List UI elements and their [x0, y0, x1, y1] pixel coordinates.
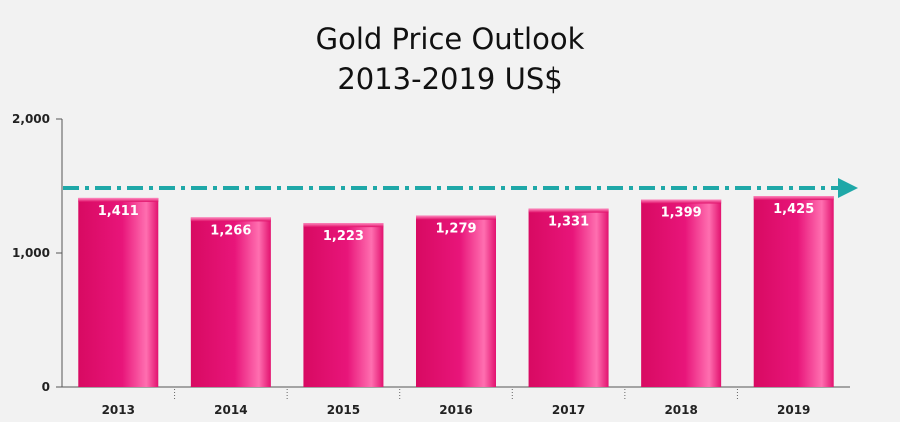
x-axis: 2013 2014 2015 2016 2017 2018 2019: [62, 386, 850, 417]
bar-cap-2017: [528, 208, 609, 213]
bar-2017: [528, 208, 609, 387]
x-tick-label-2017: 2017: [552, 403, 585, 417]
chart-title-line-1: Gold Price Outlook: [316, 22, 585, 56]
trend-line-group: [63, 178, 858, 199]
bar-2015: [303, 223, 384, 387]
x-tick-label-2014: 2014: [214, 403, 247, 417]
bar-2013: [78, 197, 159, 387]
bar-cap-2018: [641, 199, 722, 204]
bar-cap-2015: [303, 223, 384, 228]
x-tick-label-2018: 2018: [664, 403, 697, 417]
bar-cap-2013: [78, 197, 159, 202]
chart-title-line-2: 2013-2019 US$: [337, 62, 562, 96]
data-label-2015: 1,223: [323, 229, 364, 244]
bar-cap-2016: [416, 215, 496, 220]
bar-2014: [190, 217, 271, 387]
trend-arrow-icon: [838, 178, 858, 199]
x-tick-label-2019: 2019: [777, 403, 810, 417]
data-label-2014: 1,266: [210, 223, 251, 238]
data-label-2016: 1,279: [435, 222, 476, 237]
data-label-2017: 1,331: [548, 215, 589, 230]
y-tick-label: 2,000: [12, 112, 50, 126]
data-label-2019: 1,425: [773, 202, 814, 217]
bar-2016: [416, 215, 496, 387]
x-tick-label-2015: 2015: [327, 403, 360, 417]
x-tick-label-2013: 2013: [102, 403, 135, 417]
bar-cap-2019: [753, 196, 834, 201]
data-label-2013: 1,411: [98, 204, 139, 219]
data-label-2018: 1,399: [661, 206, 702, 221]
bar-2018: [641, 199, 722, 387]
y-tick-label: 0: [42, 380, 50, 394]
bar-2019: [753, 196, 834, 387]
y-axis: 0 1,000 2,000: [12, 112, 63, 394]
bar-cap-2014: [190, 217, 271, 222]
x-tick-label-2016: 2016: [439, 403, 472, 417]
y-tick-label: 1,000: [12, 246, 50, 260]
bars-group: 1,411 1,266 1,223 1,279 1,331 1,399 1,425: [78, 196, 834, 387]
